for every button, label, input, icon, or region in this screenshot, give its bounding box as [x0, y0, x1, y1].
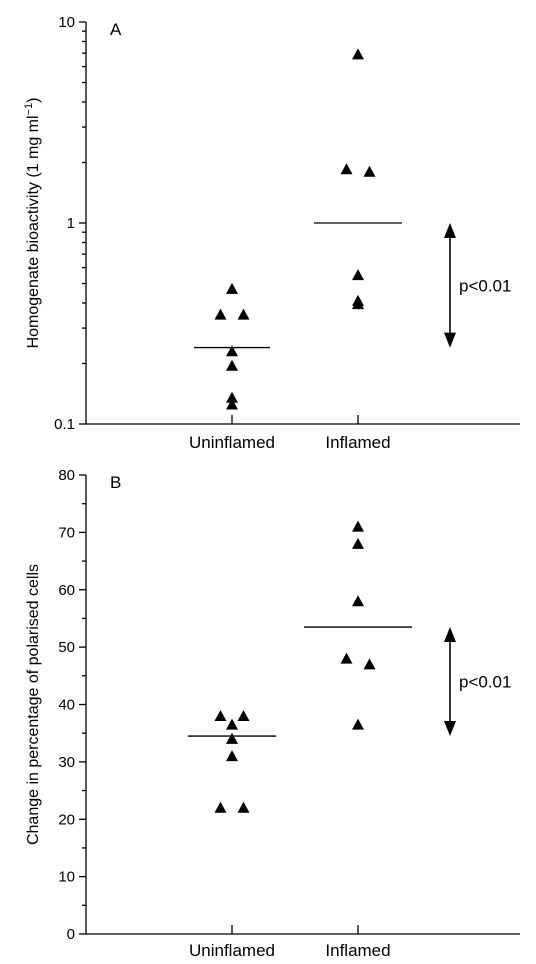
data-point — [226, 732, 238, 744]
data-point — [352, 298, 364, 310]
data-point — [352, 48, 364, 60]
data-point — [226, 359, 238, 371]
data-point — [352, 595, 364, 607]
significance-label: p<0.01 — [459, 673, 511, 692]
data-point — [226, 282, 238, 294]
data-point — [226, 750, 238, 762]
data-point — [237, 801, 250, 813]
data-point — [226, 345, 238, 357]
data-point — [363, 165, 376, 177]
y-tick-label: 20 — [58, 811, 75, 828]
y-tick-label: 50 — [58, 639, 75, 656]
data-point — [214, 308, 227, 320]
y-tick-label: 30 — [58, 754, 75, 771]
y-tick-label: 40 — [58, 697, 75, 714]
data-point — [237, 709, 250, 721]
data-point — [226, 391, 238, 403]
significance-arrow-head-up — [444, 223, 456, 238]
panel-b: 0 10 20 30 40 50 60 70 80 Uninflamed Inflamed B Chan… — [25, 467, 520, 960]
x-category-label: Inflamed — [325, 941, 390, 960]
data-point — [214, 709, 227, 721]
data-point — [226, 718, 238, 730]
significance-arrow-head-down — [444, 721, 456, 737]
y-tick-label: 0.1 — [54, 416, 75, 433]
y-tick-label: 0 — [67, 926, 75, 943]
y-axis-label-sup: −1 — [23, 103, 35, 116]
data-point — [340, 652, 353, 664]
y-tick-label: 10 — [58, 14, 75, 31]
y-axis-label-main: Homogenate bioactivity (1 mg ml — [25, 115, 42, 348]
data-point — [340, 163, 353, 175]
data-point — [352, 537, 364, 549]
panel-label: A — [110, 20, 122, 39]
y-tick-label: 1 — [67, 215, 75, 232]
panel-a: 0.1 1 10 Uninflamed Inflamed A Homogenate bioa… — [23, 14, 520, 452]
data-point — [214, 801, 227, 813]
data-point — [226, 398, 238, 410]
y-tick-label: 80 — [58, 467, 75, 484]
x-category-label: Uninflamed — [189, 433, 275, 452]
y-tick-label: 60 — [58, 582, 75, 599]
x-category-label: Inflamed — [325, 433, 390, 452]
x-category-label: Uninflamed — [189, 941, 275, 960]
data-point — [363, 658, 376, 670]
data-point — [352, 520, 364, 532]
y-axis-label: Change in percentage of polarised cells — [25, 564, 42, 845]
data-point — [237, 308, 250, 320]
panel-label: B — [110, 473, 121, 492]
data-point — [352, 269, 364, 281]
significance-arrow-head-up — [444, 627, 456, 643]
y-axis-label-end: ) — [25, 98, 42, 103]
significance-arrow-head-down — [444, 332, 456, 348]
y-axis-label-main: Change in percentage of polarised cells — [25, 564, 42, 845]
data-point — [352, 718, 364, 730]
y-tick-label: 70 — [58, 524, 75, 541]
y-axis-label: Homogenate bioactivity (1 mg ml−1) — [23, 98, 42, 349]
y-tick-label: 10 — [58, 869, 75, 886]
significance-label: p<0.01 — [459, 276, 511, 295]
